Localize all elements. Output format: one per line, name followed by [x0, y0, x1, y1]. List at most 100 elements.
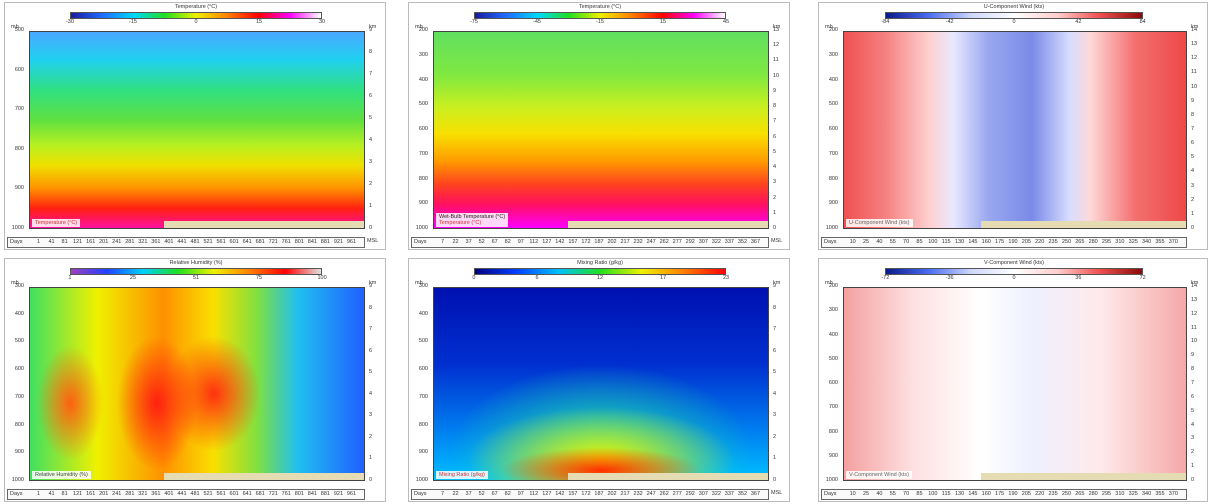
x-axis-strip: Days102540557085100115130145160175190205…: [821, 237, 1187, 248]
colorbar: [70, 268, 322, 275]
y2-tick-label: 7: [369, 72, 372, 78]
legend-entry: Temperature (°C): [35, 220, 77, 226]
y-tick-label: 200: [419, 28, 428, 34]
y2-tick-label: 1: [369, 456, 372, 462]
x-tick-label: 10: [850, 492, 856, 498]
y-tick-label: 600: [829, 381, 838, 387]
colorbar-tick-label: 6: [535, 276, 538, 282]
y2-tick-label: 7: [773, 327, 776, 333]
x-tick-label: 801: [295, 492, 304, 498]
y-tick-label: 800: [419, 423, 428, 429]
y2-tick-label: 2: [773, 435, 776, 441]
x-tick-label: 761: [282, 240, 291, 246]
x-tick-label: 100: [928, 240, 937, 246]
x-tick-label: 232: [634, 240, 643, 246]
legend: U-Component Wind (kts): [846, 219, 913, 227]
x-tick-label: 160: [982, 492, 991, 498]
x-tick-label: 337: [725, 492, 734, 498]
y2-tick-label: 8: [369, 50, 372, 56]
colorbar: [474, 268, 726, 275]
y2-tick-label: 6: [773, 349, 776, 355]
x-tick-label: 40: [876, 492, 882, 498]
x-tick-label: 641: [243, 492, 252, 498]
colorbar-tick-label: 0: [472, 276, 475, 282]
y2-tick-label: 5: [1191, 409, 1194, 415]
x-tick-label: 37: [466, 492, 472, 498]
y2-tick-label: 7: [1191, 127, 1194, 133]
x-tick-label: 37: [466, 240, 472, 246]
colorbar-tick-label: 15: [660, 20, 666, 26]
y2-tick-label: 4: [369, 138, 372, 144]
heatmap-plot: V-Component Wind (kts): [843, 287, 1187, 481]
x-tick-label: 85: [916, 492, 922, 498]
x-tick-label: 22: [452, 492, 458, 498]
y2-tick-label: 6: [369, 94, 372, 100]
y2-tick-label: 1: [773, 211, 776, 217]
x-tick-label: 262: [660, 492, 669, 498]
x-tick-label: 281: [125, 240, 134, 246]
y2-tick-label: 12: [1191, 56, 1197, 62]
colorbar-tick-label: 25: [130, 276, 136, 282]
colorbar-tick-label: 0: [1012, 276, 1015, 282]
y2-tick-label: 8: [773, 306, 776, 312]
y2-tick-label: 2: [1191, 198, 1194, 204]
x-tick-label: 310: [1115, 492, 1124, 498]
y2-tick-label: 0: [369, 226, 372, 232]
y2-tick-label: 1: [1191, 212, 1194, 218]
y2-tick-label: 11: [1191, 326, 1197, 332]
y-tick-label: 700: [15, 395, 24, 401]
y-tick-label: 700: [419, 395, 428, 401]
x-tick-label: 202: [607, 492, 616, 498]
colorbar: [885, 268, 1142, 275]
y2-tick-label: 9: [369, 28, 372, 34]
y-tick-label: 800: [15, 147, 24, 153]
x-tick-label: 121: [73, 492, 82, 498]
x-tick-label: 202: [607, 240, 616, 246]
x-tick-label: 22: [452, 240, 458, 246]
x-tick-label: 307: [699, 240, 708, 246]
x-tick-label: 127: [542, 240, 551, 246]
colorbar-tick-label: 1: [68, 276, 71, 282]
y-tick-label: 400: [419, 78, 428, 84]
legend-entry: V-Component Wind (kts): [849, 472, 909, 478]
y-tick-label: 700: [15, 107, 24, 113]
x-tick-label: 241: [112, 240, 121, 246]
y-tick-label: 300: [15, 284, 24, 290]
chart-panel: Temperature (°C)-75-45-151545Wet-Bulb Te…: [408, 2, 790, 250]
x-tick-label: 220: [1035, 492, 1044, 498]
x-tick-label: 247: [647, 492, 656, 498]
x-tick-label: 161: [86, 240, 95, 246]
x-tick-label: 142: [555, 492, 564, 498]
x-tick-label: 85: [916, 240, 922, 246]
y-tick-label: 300: [419, 53, 428, 59]
x-tick-label: 232: [634, 492, 643, 498]
x-tick-label: 52: [479, 492, 485, 498]
x-tick-label: 681: [256, 492, 265, 498]
y2-tick-label: 5: [1191, 155, 1194, 161]
y2-tick-label: 9: [369, 284, 372, 290]
y2-tick-label: 0: [773, 226, 776, 232]
y2-tick-label: 4: [773, 165, 776, 171]
ground-strip: [164, 473, 364, 480]
legend: Wet-Bulb Temperature (°C)Temperature (°C…: [436, 213, 508, 227]
x-tick-label: 175: [995, 492, 1004, 498]
heatmap-plot: Mixing Ratio (g/kg): [433, 287, 769, 481]
x-tick-label: 277: [673, 492, 682, 498]
colorbar-tick-label: 100: [317, 276, 326, 282]
x-tick-label: 370: [1169, 240, 1178, 246]
y2-tick-label: 13: [1191, 298, 1197, 304]
y2-tick-label: 11: [1191, 70, 1197, 76]
y2-tick-label: 0: [1191, 226, 1194, 232]
x-axis-label: Days: [10, 240, 23, 246]
x-tick-label: 881: [321, 240, 330, 246]
x-tick-label: 681: [256, 240, 265, 246]
x-axis-label: Days: [824, 492, 837, 498]
x-tick-label: 201: [99, 240, 108, 246]
y-tick-label: 700: [829, 405, 838, 411]
x-tick-label: 481: [190, 492, 199, 498]
x-tick-label: 262: [660, 240, 669, 246]
x-tick-label: 521: [203, 240, 212, 246]
x-tick-label: 292: [686, 492, 695, 498]
